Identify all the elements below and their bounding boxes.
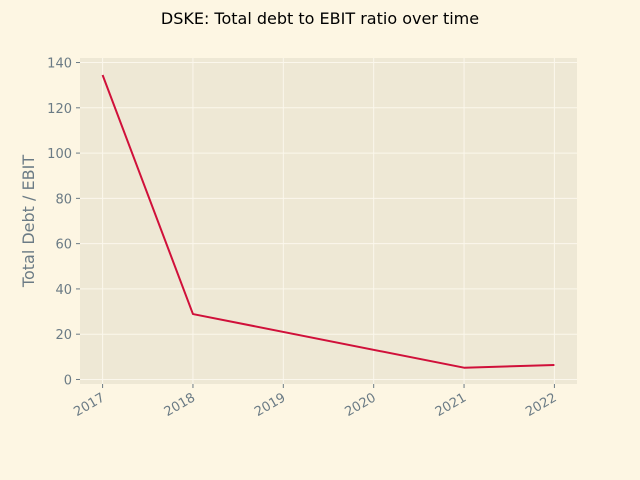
y-tick-label: 100 <box>47 147 72 162</box>
y-tick-label: 80 <box>55 192 72 207</box>
x-tick-label: 2017 <box>71 390 107 420</box>
y-tick-label: 120 <box>47 102 72 117</box>
chart-title: DSKE: Total debt to EBIT ratio over time <box>161 9 479 28</box>
y-tick-label: 60 <box>55 238 72 253</box>
x-tick-label: 2019 <box>252 390 288 420</box>
series-line <box>101 74 555 369</box>
x-tick-label: 2020 <box>343 390 379 420</box>
y-tick-label: 140 <box>47 57 72 72</box>
x-tick-label: 2021 <box>433 390 469 420</box>
y-tick-label: 40 <box>55 283 72 298</box>
series-layer <box>101 74 555 369</box>
y-axis-label: Total Debt / EBIT <box>19 155 38 288</box>
grid-lines <box>80 58 577 384</box>
x-tick-label: 2022 <box>523 390 559 420</box>
plot-area <box>80 58 577 384</box>
y-tick-label: 20 <box>55 328 72 343</box>
x-tick-label: 2018 <box>162 390 198 420</box>
y-tick-label: 0 <box>64 373 72 388</box>
